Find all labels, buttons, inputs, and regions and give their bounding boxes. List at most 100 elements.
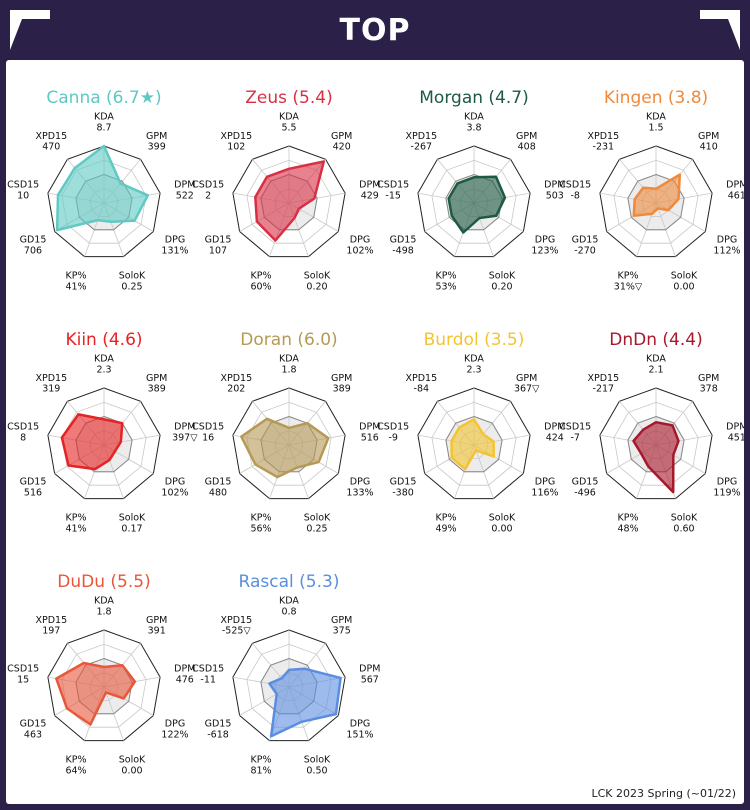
axis-label: XPD15 -231 bbox=[587, 131, 619, 153]
axis-label: CSD15 16 bbox=[192, 421, 224, 443]
chart-title: Doran (6.0) bbox=[240, 330, 337, 350]
radar-chart: Zeus (5.4) KDA 5.5 GPM 420 DPM 429 DPG 102% SoloK… bbox=[192, 88, 380, 293]
axis-name: DPM bbox=[726, 421, 744, 432]
axis-name: CSD15 bbox=[7, 663, 39, 674]
axis-name: GD15 bbox=[20, 235, 47, 246]
axis-value: 0.20 bbox=[491, 282, 512, 293]
axis-value: 8.7 bbox=[96, 123, 111, 134]
axis-name: XPD15 bbox=[220, 131, 252, 142]
axis-name: KDA bbox=[646, 112, 666, 123]
axis-label: GPM 399 bbox=[146, 131, 167, 153]
axis-value: 410 bbox=[700, 142, 718, 153]
axis-label: SoloK 0.00 bbox=[119, 755, 146, 777]
axis-name: GD15 bbox=[205, 719, 232, 730]
axis-label: GD15 516 bbox=[20, 477, 47, 499]
axis-value: -11 bbox=[200, 674, 216, 685]
axis-label: KP% 31%▽ bbox=[614, 271, 643, 293]
axis-value: -525▽ bbox=[222, 626, 252, 637]
grid-ring bbox=[232, 387, 346, 500]
axis-label: XPD15 102 bbox=[220, 131, 252, 153]
axis-name: GPM bbox=[516, 131, 537, 142]
axis-name: CSD15 bbox=[192, 179, 224, 190]
radar-chart: Doran (6.0) KDA 1.8 GPM 389 DPM 516 DPG 133% Solo… bbox=[192, 330, 380, 535]
axis-value: -380 bbox=[392, 488, 414, 499]
axis-name: KDA bbox=[464, 354, 484, 365]
axis-name: GPM bbox=[516, 373, 537, 384]
axis-name: XPD15 bbox=[587, 373, 619, 384]
axis-label: SoloK 0.60 bbox=[671, 513, 698, 535]
axis-name: KDA bbox=[94, 112, 114, 123]
axis-label: KP% 56% bbox=[250, 513, 271, 535]
axis-value: 119% bbox=[713, 488, 740, 499]
axis-label: GD15 -380 bbox=[390, 477, 417, 499]
grid-ring bbox=[431, 401, 517, 486]
player-area bbox=[632, 420, 680, 494]
axis-value: -9 bbox=[388, 432, 397, 443]
axis-name: KP% bbox=[436, 513, 457, 524]
radar-chart: DnDn (4.4) KDA 2.1 GPM 378 DPM 451 DPG 119% SoloK… bbox=[559, 330, 744, 535]
axis-label: DPG 123% bbox=[531, 235, 558, 257]
axis-name: KDA bbox=[646, 354, 666, 365]
axis-name: SoloK bbox=[119, 271, 146, 282]
chart-title: Kiin (4.6) bbox=[65, 330, 142, 350]
axis-label: GPM 375 bbox=[331, 615, 352, 637]
axis-name: KP% bbox=[66, 271, 87, 282]
axis-label: XPD15 470 bbox=[35, 131, 67, 153]
chart-title: Morgan (4.7) bbox=[419, 88, 528, 108]
axis-value: 15 bbox=[17, 674, 29, 685]
axis-name: DPM bbox=[359, 421, 380, 432]
axis-name: DPG bbox=[717, 477, 737, 488]
grid-ring bbox=[599, 145, 713, 258]
chart-title: Kingen (3.8) bbox=[604, 88, 708, 108]
axis-label: DPG 102% bbox=[346, 235, 373, 257]
axis-name: KP% bbox=[251, 513, 272, 524]
axis-name: KP% bbox=[66, 755, 87, 766]
axis-label: GPM 378 bbox=[698, 373, 719, 395]
axis-value: 516 bbox=[361, 432, 379, 443]
axis-name: GD15 bbox=[390, 235, 417, 246]
grid-ring bbox=[246, 159, 332, 244]
axis-label: KP% 60% bbox=[250, 271, 271, 293]
axis-name: DPG bbox=[535, 477, 555, 488]
corner-bracket-icon bbox=[10, 10, 50, 50]
axis-name: DPG bbox=[350, 235, 370, 246]
axis-name: SoloK bbox=[671, 513, 698, 524]
axis-value: 319 bbox=[42, 384, 60, 395]
axis-value: 480 bbox=[209, 488, 227, 499]
axis-value: 2.1 bbox=[648, 365, 663, 376]
axis-label: GD15 -270 bbox=[572, 235, 599, 257]
grid-ring bbox=[61, 401, 147, 486]
axis-value: 56% bbox=[250, 524, 271, 535]
axis-name: DPM bbox=[359, 179, 380, 190]
player-area bbox=[55, 661, 137, 726]
axis-value: 378 bbox=[700, 384, 718, 395]
grid-ring bbox=[613, 159, 699, 244]
player-area bbox=[240, 417, 330, 479]
axis-label: DPG 112% bbox=[713, 235, 740, 257]
axis-label: XPD15 -267 bbox=[405, 131, 437, 153]
axis-label: GD15 -618 bbox=[205, 719, 232, 741]
axis-label: KP% 49% bbox=[435, 513, 456, 535]
axis-name: DPG bbox=[350, 719, 370, 730]
radar-chart: Morgan (4.7) KDA 3.8 GPM 408 DPM 503 DPG 123% Sol… bbox=[377, 88, 565, 293]
axis-value: 391 bbox=[148, 626, 166, 637]
grid-ring bbox=[47, 387, 161, 500]
axis-value: 60% bbox=[250, 282, 271, 293]
axis-label: DPG 133% bbox=[346, 477, 373, 499]
axis-label: DPM 567 bbox=[359, 663, 380, 685]
axis-value: 49% bbox=[435, 524, 456, 535]
axis-value: 0.25 bbox=[121, 282, 142, 293]
axis-label: GPM 410 bbox=[698, 131, 719, 153]
axis-name: DPM bbox=[544, 179, 565, 190]
axis-value: 0.20 bbox=[306, 282, 327, 293]
axis-name: DPG bbox=[165, 719, 185, 730]
axis-value: -618 bbox=[207, 730, 229, 741]
axis-value: 10 bbox=[17, 190, 29, 201]
axis-label: CSD15 2 bbox=[192, 179, 224, 201]
axis-name: CSD15 bbox=[377, 421, 409, 432]
radar-chart: Canna (6.7★) KDA 8.7 GPM 399 DPM 522 DPG 131% Sol… bbox=[7, 88, 195, 293]
axis-name: KP% bbox=[618, 271, 639, 282]
axis-name: GD15 bbox=[20, 477, 47, 488]
grid-ring bbox=[431, 159, 517, 244]
